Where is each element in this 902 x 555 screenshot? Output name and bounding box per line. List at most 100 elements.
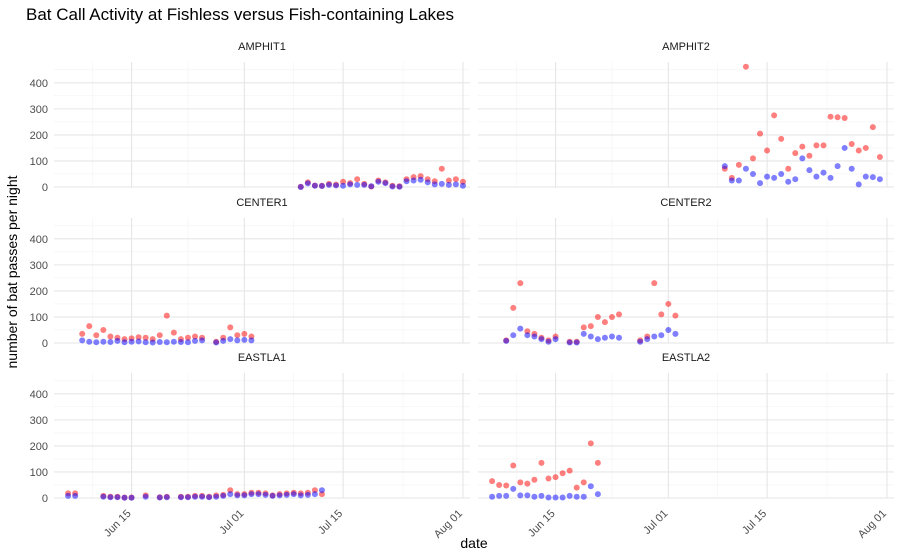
data-point bbox=[566, 467, 573, 474]
data-point bbox=[496, 481, 503, 488]
y-tick-label: 400 bbox=[30, 78, 48, 90]
data-point bbox=[827, 113, 834, 120]
data-point bbox=[862, 144, 869, 151]
y-tick-label: 200 bbox=[30, 286, 48, 298]
data-point bbox=[517, 280, 524, 287]
data-point bbox=[742, 165, 749, 172]
facet-panels: AMPHIT1 0 100 200 300 400 AMPHIT2 CENTER1 0 100 20… bbox=[30, 41, 894, 541]
data-point bbox=[241, 336, 248, 343]
data-point bbox=[177, 338, 184, 345]
facet-panel: CENTER2 bbox=[478, 197, 894, 346]
data-point bbox=[608, 333, 615, 340]
data-point bbox=[552, 336, 559, 343]
data-point bbox=[86, 323, 93, 330]
data-point bbox=[452, 176, 459, 183]
data-point bbox=[184, 339, 191, 346]
data-point bbox=[114, 337, 121, 344]
x-tick-label: Jul 01 bbox=[217, 508, 246, 537]
data-point bbox=[757, 180, 764, 187]
data-point bbox=[142, 339, 149, 346]
y-tick-label: 200 bbox=[30, 441, 48, 453]
data-point bbox=[806, 167, 813, 174]
data-point bbox=[834, 114, 841, 121]
data-point bbox=[311, 182, 318, 189]
data-point bbox=[213, 493, 220, 500]
data-point bbox=[749, 170, 756, 177]
data-point bbox=[587, 483, 594, 490]
y-tick-label: 100 bbox=[30, 156, 48, 168]
data-point bbox=[587, 333, 594, 340]
data-point bbox=[616, 334, 623, 341]
data-point bbox=[86, 338, 93, 345]
data-point bbox=[79, 337, 86, 344]
data-point bbox=[503, 482, 510, 489]
data-point bbox=[545, 494, 552, 501]
data-point bbox=[199, 337, 206, 344]
x-axis-title: date bbox=[460, 535, 487, 551]
data-point bbox=[389, 183, 396, 190]
data-point bbox=[764, 173, 771, 180]
y-tick-label: 300 bbox=[30, 260, 48, 272]
data-point bbox=[276, 492, 283, 499]
data-point bbox=[587, 323, 594, 330]
x-tick-label: Aug 01 bbox=[856, 508, 889, 541]
data-point bbox=[616, 311, 623, 318]
data-point bbox=[785, 178, 792, 185]
data-point bbox=[637, 338, 644, 345]
data-point bbox=[573, 484, 580, 491]
y-tick-label: 400 bbox=[30, 234, 48, 246]
data-point bbox=[199, 493, 206, 500]
data-point bbox=[445, 177, 452, 184]
y-tick-label: 200 bbox=[30, 130, 48, 142]
data-point bbox=[792, 150, 799, 157]
facet-label: CENTER1 bbox=[236, 197, 287, 209]
facet-label: EASTLA1 bbox=[238, 352, 286, 364]
data-point bbox=[262, 491, 269, 498]
data-point bbox=[799, 155, 806, 162]
data-point bbox=[255, 491, 262, 498]
data-point bbox=[149, 339, 156, 346]
data-point bbox=[184, 494, 191, 501]
data-point bbox=[580, 479, 587, 486]
data-point bbox=[658, 332, 665, 339]
data-point bbox=[848, 141, 855, 148]
data-point bbox=[142, 493, 149, 500]
data-point bbox=[573, 339, 580, 346]
data-point bbox=[665, 300, 672, 307]
data-point bbox=[799, 143, 806, 150]
data-point bbox=[742, 63, 749, 70]
data-point bbox=[792, 176, 799, 183]
data-point bbox=[368, 183, 375, 190]
data-point bbox=[517, 492, 524, 499]
data-point bbox=[580, 330, 587, 337]
data-point bbox=[503, 337, 510, 344]
data-point bbox=[524, 492, 531, 499]
data-point bbox=[778, 135, 785, 142]
data-point bbox=[424, 179, 431, 186]
facet-panel: AMPHIT1 0 100 200 300 400 bbox=[30, 41, 470, 194]
data-point bbox=[177, 494, 184, 501]
facet-label: AMPHIT1 bbox=[238, 41, 286, 53]
data-point bbox=[382, 180, 389, 187]
x-tick-label: Jul 15 bbox=[316, 508, 345, 537]
data-point bbox=[93, 339, 100, 346]
data-point bbox=[785, 165, 792, 172]
data-point bbox=[672, 312, 679, 319]
data-point bbox=[297, 184, 304, 190]
data-point bbox=[510, 485, 517, 492]
facet-panel: EASTLA2 Jun 15 Jul 01 Jul 15 Aug 01 bbox=[478, 352, 894, 541]
data-point bbox=[234, 337, 241, 344]
data-point bbox=[156, 494, 163, 501]
data-point bbox=[354, 181, 361, 188]
data-point bbox=[658, 311, 665, 318]
data-point bbox=[749, 155, 756, 162]
data-point bbox=[573, 493, 580, 500]
data-point bbox=[220, 337, 227, 344]
data-point bbox=[318, 487, 325, 494]
data-point bbox=[834, 163, 841, 170]
data-point bbox=[396, 183, 403, 190]
data-point bbox=[163, 339, 170, 346]
data-point bbox=[672, 330, 679, 337]
data-point bbox=[580, 324, 587, 331]
data-point bbox=[566, 492, 573, 499]
